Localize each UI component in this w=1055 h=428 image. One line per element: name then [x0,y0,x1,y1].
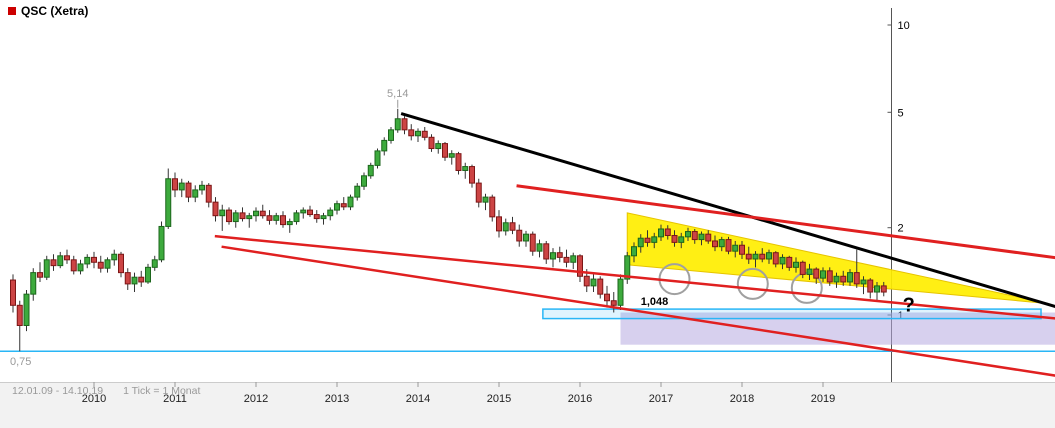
x-tick-label: 2013 [325,393,349,405]
x-tick-label: 2018 [730,393,754,405]
primary-downtrend-line [400,112,1055,308]
x-tick-label: 2017 [649,393,673,405]
cycle-circle [736,267,769,300]
x-tick-label: 2019 [811,393,835,405]
x-tick-label: 2016 [568,393,592,405]
support-price-label: 1,048 [641,296,669,308]
date-range-label: 12.01.09 - 14.10.19 [12,385,104,397]
x-tick-label: 2010 [82,393,106,405]
tick-interval-label: 1 Tick = 1 Monat [123,385,201,397]
question-mark-annotation: ? [903,295,915,317]
x-axis-strip [0,382,1055,428]
instrument-marker-icon [8,7,16,15]
price-target-zone [542,308,1042,320]
y-tick-label: 5 [898,107,904,119]
long-resistance-red-line [214,234,1055,320]
chart-footer: 12.01.09 - 14.10.19 1 Tick = 1 Monat [12,385,200,397]
y-tick-label: 10 [898,20,910,32]
instrument-title: QSC (Xetra) [21,4,89,18]
y-tick-label: 2 [898,223,904,235]
x-tick-label: 2012 [244,393,268,405]
peak-price-label: 5,14 [387,88,408,100]
x-tick-label: 2015 [487,393,511,405]
upper-resistance-red-line [516,184,1055,260]
chart-title-bar: QSC (Xetra) [8,4,88,18]
low-price-label: 0,75 [10,356,31,368]
consolidation-wedge [626,212,1049,305]
candles-layer [10,108,887,352]
x-tick-label: 2014 [406,393,430,405]
x-tick-label: 2011 [163,393,187,405]
long-support-red-line [221,245,1055,377]
